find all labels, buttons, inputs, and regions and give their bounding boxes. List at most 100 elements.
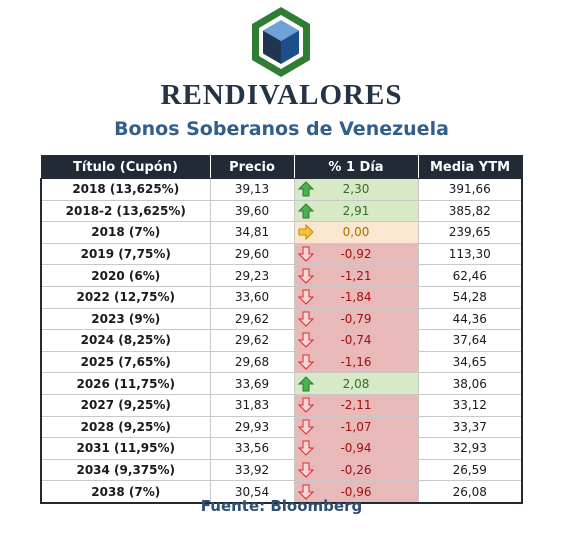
header-titulo: Título (Cupón) [40, 155, 211, 179]
bond-title-cell: 2038 (7%) [40, 480, 211, 504]
bond-change-cell: 0,00 [293, 221, 419, 244]
red-down-arrow-icon [297, 419, 314, 435]
bond-change-cell: -0,94 [293, 437, 419, 460]
bond-title-cell: 2023 (9%) [40, 307, 211, 331]
bond-title-cell: 2019 (7,75%) [40, 242, 211, 266]
table-row: 2027 (9,25%) 31,83 -2,11 33,12 [40, 393, 523, 417]
bond-change-cell: -0,74 [293, 329, 419, 352]
bond-price-cell: 39,60 [209, 199, 295, 223]
bond-ytm-cell: 37,64 [417, 329, 523, 352]
bond-ytm-cell: 391,66 [417, 178, 523, 201]
green-up-arrow-icon [297, 203, 314, 219]
bond-title-cell: 2018-2 (13,625%) [40, 199, 211, 223]
bond-change-value: -1,16 [340, 355, 372, 370]
bond-change-value: -2,11 [340, 398, 372, 413]
red-down-arrow-icon [297, 440, 314, 457]
bond-change-value: -0,94 [340, 441, 372, 456]
red-down-arrow-icon [297, 462, 314, 478]
bond-change-cell: -1,21 [293, 264, 419, 287]
bonds-table-body: 2018 (13,625%) 39,13 2,30 391,66 2018-2 (13,… [40, 178, 523, 504]
bond-change-value: -1,07 [340, 419, 372, 434]
table-row: 2024 (8,25%) 29,62 -0,74 37,64 [40, 329, 523, 352]
table-row: 2019 (7,75%) 29,60 -0,92 113,30 [40, 242, 523, 266]
table-row: 2020 (6%) 29,23 -1,21 62,46 [40, 264, 523, 287]
bonds-table: Título (Cupón) Precio % 1 Día Media YTM … [40, 155, 523, 504]
bond-change-cell: -1,84 [293, 285, 419, 309]
rendivalores-logo-icon [252, 7, 310, 77]
table-row: 2018 (13,625%) 39,13 2,30 391,66 [40, 178, 523, 201]
bond-change-cell: 2,30 [293, 178, 419, 201]
bond-title-cell: 2020 (6%) [40, 264, 211, 287]
bond-change-cell: 2,08 [293, 372, 419, 395]
bond-change-value: -1,21 [340, 268, 372, 283]
bond-price-cell: 29,23 [209, 264, 295, 287]
bond-title-cell: 2018 (7%) [40, 221, 211, 244]
table-row: 2034 (9,375%) 33,92 -0,26 26,59 [40, 458, 523, 482]
table-row: 2023 (9%) 29,62 -0,79 44,36 [40, 307, 523, 331]
brand-name: RENDIVALORES [160, 79, 403, 111]
yellow-right-arrow-icon [298, 224, 314, 241]
red-down-arrow-icon [297, 484, 314, 500]
bond-title-cell: 2024 (8,25%) [40, 329, 211, 352]
bond-ytm-cell: 33,12 [417, 393, 523, 417]
bond-ytm-cell: 32,93 [417, 437, 523, 460]
bond-change-value: 0,00 [342, 225, 370, 240]
bond-change-value: -0,74 [340, 333, 372, 348]
table-row: 2031 (11,95%) 33,56 -0,94 32,93 [40, 437, 523, 460]
bond-change-cell: -2,11 [293, 393, 419, 417]
bond-title-cell: 2025 (7,65%) [40, 350, 211, 374]
source-note: Fuente: Bloomberg [200, 497, 363, 515]
bond-change-value: -0,26 [340, 463, 372, 478]
bond-ytm-cell: 385,82 [417, 199, 523, 223]
red-down-arrow-icon [297, 268, 314, 284]
bond-title-cell: 2027 (9,25%) [40, 393, 211, 417]
bond-title-cell: 2022 (12,75%) [40, 285, 211, 309]
red-down-arrow-icon [297, 311, 314, 327]
bond-price-cell: 39,13 [209, 178, 295, 201]
bond-ytm-cell: 54,28 [417, 285, 523, 309]
bond-change-value: 2,08 [342, 376, 370, 391]
table-row: 2022 (12,75%) 33,60 -1,84 54,28 [40, 285, 523, 309]
header-precio: Precio [209, 155, 295, 179]
bond-change-cell: -0,96 [293, 480, 419, 504]
bond-change-value: -0,92 [340, 247, 372, 262]
red-down-arrow-icon [297, 246, 314, 262]
bond-ytm-cell: 62,46 [417, 264, 523, 287]
header-cambio-1-dia: % 1 Día [293, 155, 419, 179]
green-up-arrow-icon [297, 181, 314, 197]
green-up-arrow-icon [297, 375, 314, 392]
bond-change-value: -0,79 [340, 311, 372, 326]
bond-price-cell: 33,92 [209, 458, 295, 482]
bond-ytm-cell: 26,59 [417, 458, 523, 482]
table-row: 2028 (9,25%) 29,93 -1,07 33,37 [40, 415, 523, 439]
bond-title-cell: 2026 (11,75%) [40, 372, 211, 395]
bond-ytm-cell: 34,65 [417, 350, 523, 374]
bond-change-cell: 2,91 [293, 199, 419, 223]
page-title: Bonos Soberanos de Venezuela [114, 118, 449, 140]
bond-price-cell: 29,93 [209, 415, 295, 439]
bond-price-cell: 34,81 [209, 221, 295, 244]
bond-ytm-cell: 38,06 [417, 372, 523, 395]
table-row: 2018 (7%) 34,81 0,00 239,65 [40, 221, 523, 244]
bond-ytm-cell: 239,65 [417, 221, 523, 244]
red-down-arrow-icon [297, 397, 314, 413]
bond-price-cell: 29,68 [209, 350, 295, 374]
bond-change-cell: -1,07 [293, 415, 419, 439]
bond-title-cell: 2034 (9,375%) [40, 458, 211, 482]
table-row: 2018-2 (13,625%) 39,60 2,91 385,82 [40, 199, 523, 223]
bond-change-cell: -0,79 [293, 307, 419, 331]
bond-price-cell: 33,60 [209, 285, 295, 309]
bond-change-value: -0,96 [340, 484, 372, 499]
bond-price-cell: 33,69 [209, 372, 295, 395]
bond-title-cell: 2031 (11,95%) [40, 437, 211, 460]
red-down-arrow-icon [297, 289, 314, 305]
bond-price-cell: 29,62 [209, 329, 295, 352]
bond-change-cell: -1,16 [293, 350, 419, 374]
bond-change-value: 2,91 [342, 203, 370, 218]
bond-ytm-cell: 113,30 [417, 242, 523, 266]
red-down-arrow-icon [297, 354, 314, 370]
bond-change-cell: -0,26 [293, 458, 419, 482]
table-header-row: Título (Cupón) Precio % 1 Día Media YTM [40, 155, 523, 179]
bond-change-value: -1,84 [340, 290, 372, 305]
bond-title-cell: 2028 (9,25%) [40, 415, 211, 439]
